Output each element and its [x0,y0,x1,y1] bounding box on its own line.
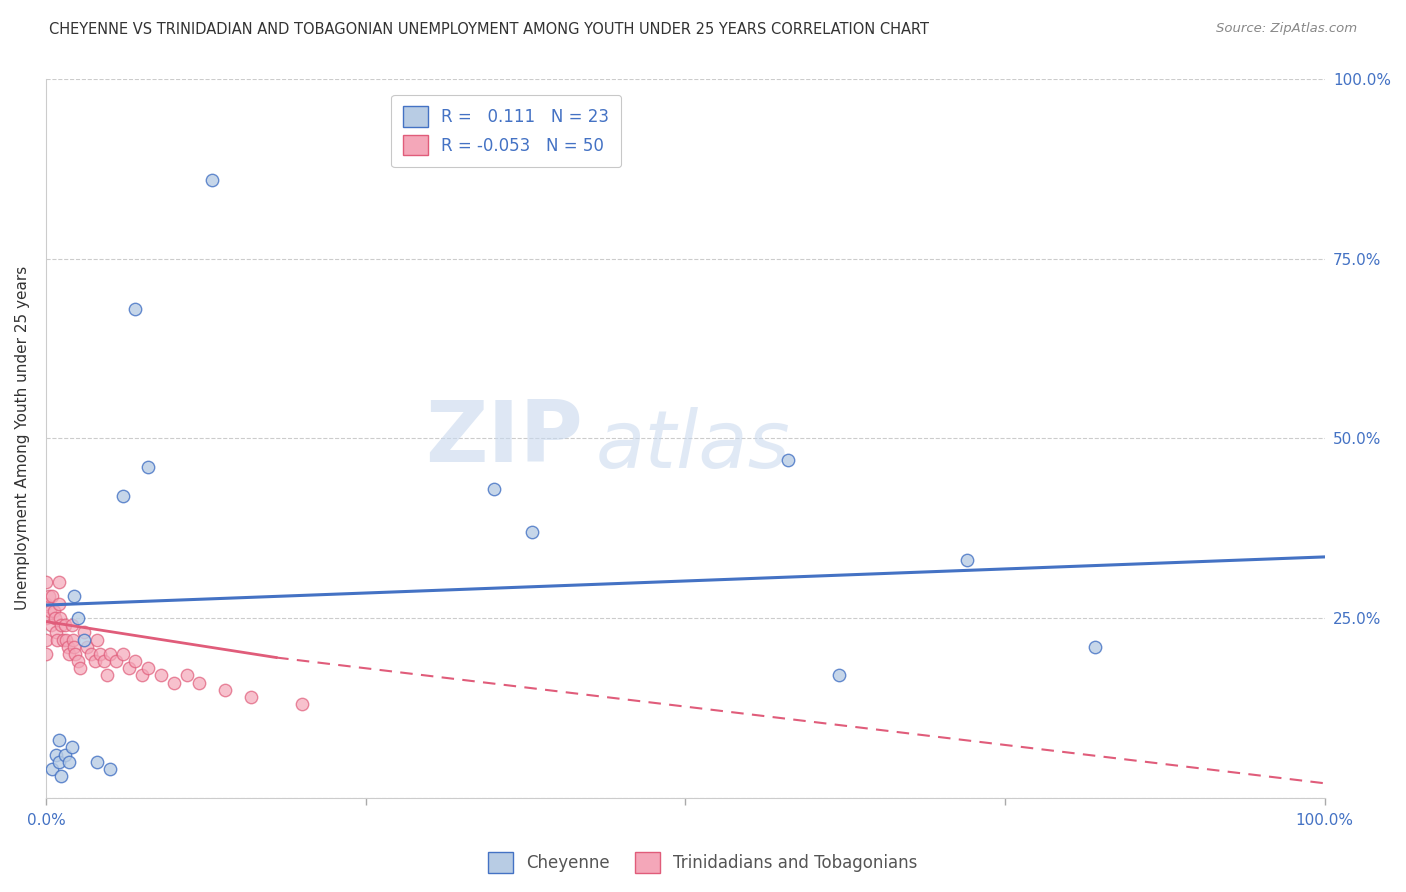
Point [1083,640,1105,654]
Point [124,301,146,316]
Point [86,755,108,769]
Legend: R =   0.111   N = 23, R = -0.053   N = 50: R = 0.111 N = 23, R = -0.053 N = 50 [391,95,621,167]
Point [111,647,134,661]
Point [776,453,799,467]
Point [45,625,67,640]
Point [83,654,105,668]
Legend: Cheyenne, Trinidadians and Tobagonians: Cheyenne, Trinidadians and Tobagonians [481,846,925,880]
Point [58,755,80,769]
Point [38,604,60,618]
Point [136,661,159,675]
Point [98,647,121,661]
Point [39,618,62,632]
Point [35,575,58,590]
Point [51,769,73,783]
Point [188,675,211,690]
Point [956,553,979,567]
Text: Source: ZipAtlas.com: Source: ZipAtlas.com [1216,22,1357,36]
Point [41,762,63,776]
Point [76,640,98,654]
Text: ZIP: ZIP [425,397,583,480]
Point [35,597,58,611]
Y-axis label: Unemployment Among Youth under 25 years: Unemployment Among Youth under 25 years [15,266,30,610]
Point [69,661,91,675]
Point [176,668,198,682]
Point [73,625,96,640]
Point [45,747,67,762]
Point [52,632,75,647]
Point [214,682,236,697]
Point [291,697,314,711]
Point [96,668,118,682]
Point [35,632,58,647]
Point [111,489,134,503]
Point [66,611,89,625]
Point [58,647,80,661]
Point [48,733,70,747]
Point [56,640,79,654]
Point [60,740,83,755]
Point [201,172,224,186]
Point [41,590,63,604]
Point [86,632,108,647]
Point [150,668,173,682]
Point [48,575,70,590]
Point [60,618,83,632]
Point [73,632,96,647]
Point [65,647,87,661]
Point [105,654,128,668]
Point [89,647,111,661]
Point [51,618,73,632]
Point [38,590,60,604]
Point [63,590,86,604]
Point [520,524,543,539]
Point [42,604,65,618]
Point [80,647,103,661]
Point [124,654,146,668]
Point [46,632,69,647]
Point [35,611,58,625]
Point [66,654,89,668]
Point [828,668,851,682]
Point [55,632,77,647]
Point [53,747,76,762]
Point [163,675,186,690]
Point [48,755,70,769]
Point [44,611,66,625]
Point [131,668,153,682]
Point [35,647,58,661]
Point [53,618,76,632]
Text: atlas: atlas [596,407,790,484]
Text: CHEYENNE VS TRINIDADIAN AND TOBAGONIAN UNEMPLOYMENT AMONG YOUTH UNDER 25 YEARS C: CHEYENNE VS TRINIDADIAN AND TOBAGONIAN U… [49,22,929,37]
Point [98,762,121,776]
Point [118,661,141,675]
Point [239,690,262,704]
Point [63,640,86,654]
Point [48,597,70,611]
Point [482,482,505,496]
Point [62,632,84,647]
Point [93,654,115,668]
Point [136,460,159,475]
Point [49,611,72,625]
